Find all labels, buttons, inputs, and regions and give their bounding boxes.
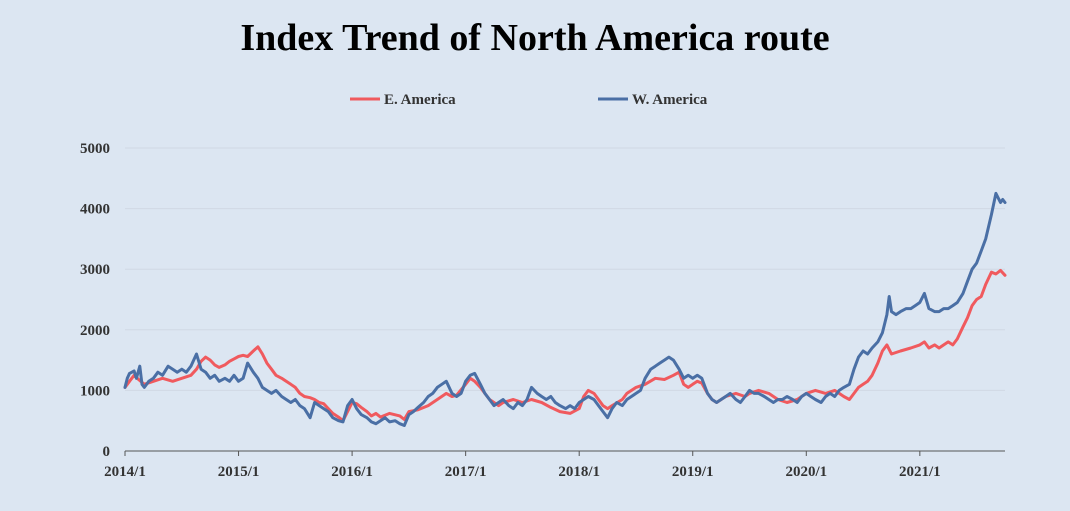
x-tick-label: 2017/1 xyxy=(445,464,487,480)
legend-item-e-america: E. America xyxy=(350,92,456,108)
y-tick-label: 3000 xyxy=(80,262,110,278)
y-tick-label: 0 xyxy=(103,444,111,460)
x-tick-label: 2014/1 xyxy=(104,464,146,480)
y-tick-label: 4000 xyxy=(80,202,110,218)
legend-item-w-america: W. America xyxy=(598,92,708,108)
chart-title: Index Trend of North America route xyxy=(240,17,829,59)
x-tick-label: 2020/1 xyxy=(785,464,827,480)
x-tick-label: 2018/1 xyxy=(558,464,600,480)
y-tick-label: 2000 xyxy=(80,323,110,339)
x-axis: 2014/1 2015/1 2016/1 2017/1 2018/1 2019/1 2020… xyxy=(104,450,1005,480)
series-line-e-america xyxy=(123,268,1007,423)
series-line-w-america xyxy=(123,191,1007,427)
y-axis: 0 1000 2000 3000 4000 5000 xyxy=(80,141,110,460)
grid-lines xyxy=(125,147,1005,391)
y-tick-label: 5000 xyxy=(80,141,110,157)
x-tick-label: 2016/1 xyxy=(331,464,373,480)
legend-label-e-america: E. America xyxy=(384,92,456,108)
y-tick-label: 1000 xyxy=(80,383,110,399)
x-tick-label: 2015/1 xyxy=(218,464,260,480)
x-tick-label: 2021/1 xyxy=(899,464,941,480)
x-tick-label: 2019/1 xyxy=(672,464,714,480)
legend: E. America W. America xyxy=(350,92,708,108)
legend-label-w-america: W. America xyxy=(632,92,708,108)
plot-area xyxy=(123,191,1007,427)
